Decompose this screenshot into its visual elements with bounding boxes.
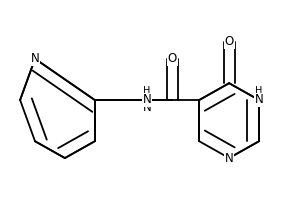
- Text: H: H: [143, 86, 151, 96]
- Text: N: N: [142, 101, 152, 114]
- Text: H: H: [255, 86, 263, 96]
- Text: N: N: [225, 152, 233, 165]
- Text: N: N: [31, 52, 39, 65]
- Text: O: O: [168, 52, 177, 65]
- Text: N: N: [255, 93, 263, 106]
- Text: N: N: [142, 93, 152, 106]
- Text: O: O: [224, 35, 234, 48]
- Text: H: H: [143, 95, 151, 105]
